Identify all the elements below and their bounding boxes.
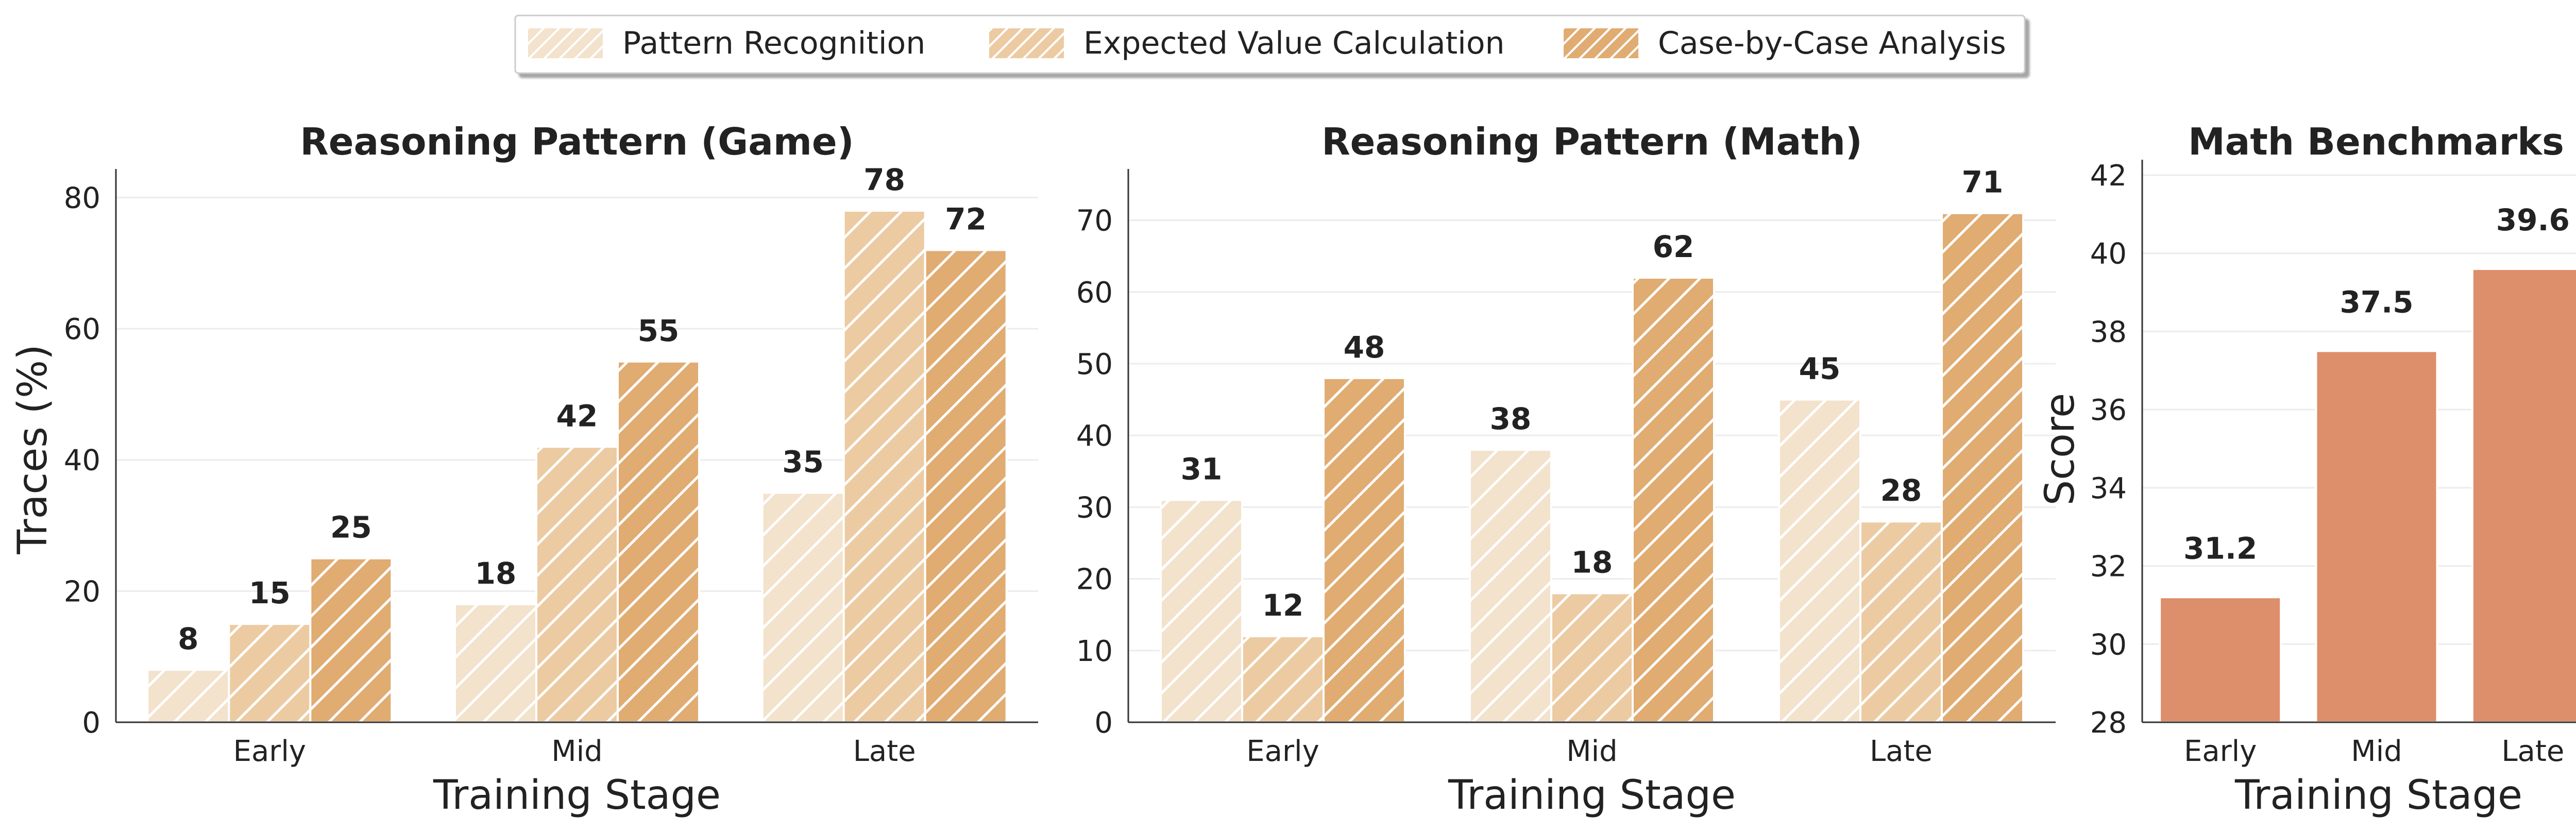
data-label: 78 (863, 162, 905, 197)
y-tick-label: 50 (1076, 348, 1113, 381)
legend-label: Expected Value Calculation (1083, 25, 1505, 61)
data-label: 72 (945, 201, 987, 236)
bar-hatch (1634, 277, 1713, 722)
y-tick-label: 40 (64, 444, 100, 478)
legend-item-pattern-recognition: Pattern Recognition (528, 25, 925, 61)
bar-hatch (1552, 593, 1632, 722)
data-label: 45 (1799, 351, 1841, 386)
x-axis-title-benchmarks: Training Stage (2234, 772, 2522, 819)
y-tick-label: 0 (1094, 706, 1113, 740)
data-label: 25 (330, 510, 372, 545)
y-tick-label: 28 (2090, 706, 2127, 740)
y-tick-label: 40 (1076, 419, 1113, 453)
data-label: 37.5 (2340, 284, 2413, 319)
y-tick-label: 34 (2090, 472, 2127, 505)
bar-hatch (456, 604, 535, 722)
data-label: 31.2 (2183, 531, 2257, 566)
data-label: 42 (556, 398, 598, 433)
bar-hatch (1471, 450, 1550, 722)
data-label: 15 (249, 575, 291, 610)
bar-hatch (763, 493, 843, 722)
y-tick-label: 30 (1076, 491, 1113, 524)
y-tick-label: 30 (2090, 628, 2127, 661)
bar-hatch (619, 361, 698, 722)
bar (2315, 350, 2438, 723)
y-tick-label: 0 (82, 706, 100, 740)
data-label: 38 (1490, 401, 1532, 436)
x-tick-label: Early (1246, 735, 1319, 768)
data-label: 71 (1962, 165, 2004, 200)
bar (2159, 596, 2282, 724)
bar (2471, 268, 2576, 723)
panel-title-benchmarks: Math Benchmarks (2188, 120, 2564, 163)
y-tick-label: 20 (64, 575, 100, 608)
bar-hatch (537, 447, 617, 722)
bar-hatch (1243, 636, 1323, 722)
x-tick-label: Mid (551, 735, 602, 768)
data-label: 39.6 (2496, 202, 2570, 237)
data-label: 62 (1653, 229, 1694, 264)
x-tick-label: Late (2501, 735, 2564, 768)
bar-hatch (1325, 378, 1404, 722)
legend-item-case-by-case-analysis: Case-by-Case Analysis (1564, 25, 2006, 61)
y-tick-label: 36 (2090, 394, 2127, 427)
bar-hatch (311, 558, 391, 722)
legend-item-expected-value-calculation: Expected Value Calculation (989, 25, 1505, 61)
y-tick-label: 60 (1076, 276, 1113, 310)
panel-title-game: Reasoning Pattern (Game) (300, 120, 854, 163)
legend-label: Case-by-Case Analysis (1658, 25, 2006, 61)
panel-math: 0 10 20 30 40 50 60 70 31 38 45 12 18 28 48 62 71 Early Mi… (1076, 165, 2056, 768)
data-label: 31 (1181, 451, 1223, 486)
bar-hatch (1780, 399, 1859, 722)
x-tick-label: Mid (2351, 735, 2402, 768)
data-label: 48 (1344, 330, 1385, 365)
legend-box (514, 14, 2026, 74)
y-tick-label: 38 (2090, 315, 2127, 349)
data-label: 35 (782, 444, 824, 479)
legend-swatch-hatch (989, 28, 1064, 58)
y-tick-label: 60 (64, 313, 100, 346)
x-tick-label: Mid (1566, 735, 1617, 768)
y-tick-label: 32 (2090, 550, 2127, 584)
data-label: 18 (1571, 545, 1613, 580)
panel-title-math: Reasoning Pattern (Math) (1321, 120, 1862, 163)
y-axis-title-benchmarks: Score (2037, 393, 2083, 505)
panel-game: 0 20 40 60 80 8 18 35 15 42 78 25 55 72 Early Mid Late (64, 162, 1038, 768)
data-label: 18 (475, 556, 517, 591)
bar-hatch (230, 624, 310, 722)
bar-hatch (844, 210, 924, 722)
data-label: 12 (1262, 588, 1304, 623)
x-tick-label: Early (2184, 735, 2257, 768)
legend: Pattern Recognition Expected Value Calcu… (514, 14, 2026, 74)
panel-benchmarks: 28 30 32 34 36 38 40 42 31.2 37.5 39.6 Early Mid Late (2090, 159, 2576, 768)
chart-panels: 0 20 40 60 80 8 18 35 15 42 78 25 55 72 Early Mid Late 0 1… (64, 159, 2576, 768)
x-tick-label: Late (1870, 735, 1933, 768)
y-tick-label: 40 (2090, 237, 2127, 271)
y-tick-label: 42 (2090, 159, 2127, 193)
y-tick-label: 70 (1076, 205, 1113, 238)
bar-hatch (1943, 213, 2022, 722)
bar-hatch (1162, 500, 1241, 722)
data-label: 28 (1880, 473, 1922, 508)
x-tick-label: Late (853, 735, 916, 768)
y-tick-label: 80 (64, 181, 100, 215)
x-tick-label: Early (233, 735, 306, 768)
data-label: 55 (638, 313, 680, 348)
x-axis-title-game: Training Stage (433, 772, 721, 819)
legend-swatch-hatch (528, 28, 603, 58)
legend-label: Pattern Recognition (622, 25, 925, 61)
bar-hatch (926, 250, 1006, 722)
y-axis-title-game: Traces (%) (10, 344, 56, 554)
x-axis-title-math: Training Stage (1448, 772, 1736, 819)
y-tick-label: 10 (1076, 635, 1113, 668)
legend-swatch-hatch (1564, 28, 1638, 58)
bar-hatch (148, 670, 228, 722)
bar-hatch (1861, 521, 1941, 722)
data-label: 8 (178, 621, 198, 656)
y-tick-label: 20 (1076, 563, 1113, 597)
